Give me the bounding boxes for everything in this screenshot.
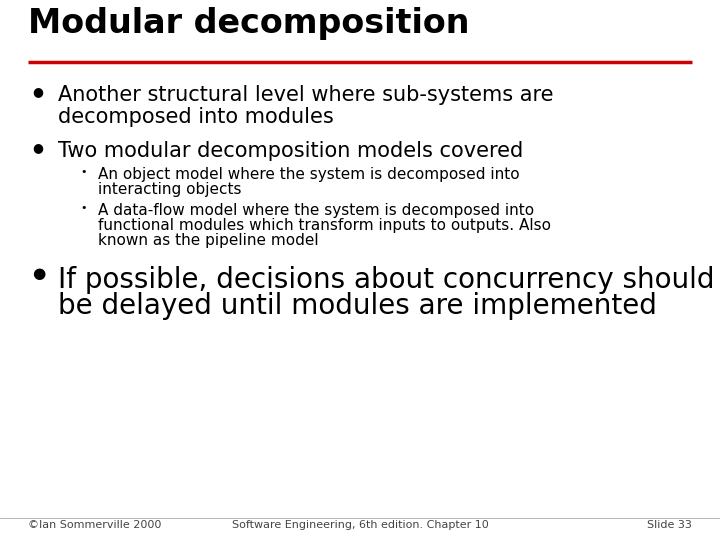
Text: decomposed into modules: decomposed into modules [58, 107, 334, 127]
Text: Another structural level where sub-systems are: Another structural level where sub-syste… [58, 85, 554, 105]
Text: Slide 33: Slide 33 [647, 520, 692, 530]
Text: Two modular decomposition models covered: Two modular decomposition models covered [58, 141, 523, 161]
Text: interacting objects: interacting objects [98, 182, 241, 197]
Text: ●: ● [32, 141, 43, 154]
Text: ●: ● [32, 266, 45, 281]
Text: Software Engineering, 6th edition. Chapter 10: Software Engineering, 6th edition. Chapt… [232, 520, 488, 530]
Text: be delayed until modules are implemented: be delayed until modules are implemented [58, 292, 657, 320]
Text: A data-flow model where the system is decomposed into: A data-flow model where the system is de… [98, 203, 534, 218]
Text: Modular decomposition: Modular decomposition [28, 7, 469, 40]
Text: ©Ian Sommerville 2000: ©Ian Sommerville 2000 [28, 520, 161, 530]
Text: If possible, decisions about concurrency should: If possible, decisions about concurrency… [58, 266, 714, 294]
Text: known as the pipeline model: known as the pipeline model [98, 233, 319, 248]
Text: •: • [80, 167, 86, 177]
Text: functional modules which transform inputs to outputs. Also: functional modules which transform input… [98, 218, 551, 233]
Text: An object model where the system is decomposed into: An object model where the system is deco… [98, 167, 520, 182]
Text: •: • [80, 203, 86, 213]
Text: ●: ● [32, 85, 43, 98]
